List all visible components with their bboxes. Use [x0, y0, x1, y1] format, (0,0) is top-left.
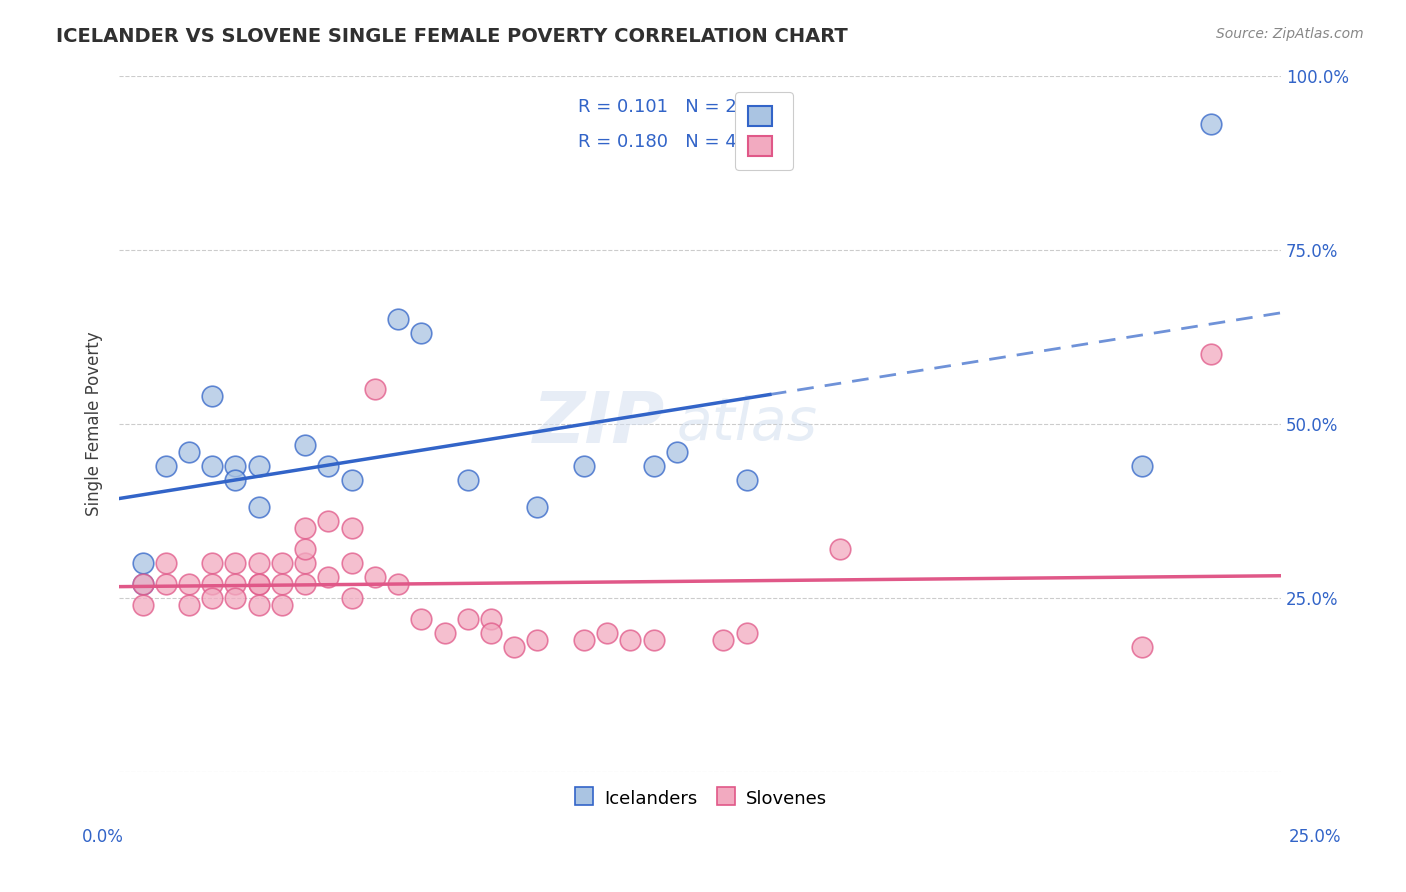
- Point: [526, 632, 548, 647]
- Point: [1199, 347, 1222, 361]
- Point: [364, 570, 387, 584]
- Point: [1130, 640, 1153, 654]
- Point: [131, 598, 153, 612]
- Point: [247, 577, 270, 591]
- Point: [131, 556, 153, 570]
- Text: ICELANDER VS SLOVENE SINGLE FEMALE POVERTY CORRELATION CHART: ICELANDER VS SLOVENE SINGLE FEMALE POVER…: [56, 27, 848, 45]
- Point: [457, 473, 479, 487]
- Point: [177, 577, 200, 591]
- Point: [201, 458, 224, 473]
- Text: atlas: atlas: [676, 395, 818, 452]
- Point: [224, 458, 246, 473]
- Point: [177, 444, 200, 458]
- Point: [1199, 117, 1222, 131]
- Point: [247, 598, 270, 612]
- Text: R = 0.180   N = 47: R = 0.180 N = 47: [578, 133, 748, 151]
- Text: R = 0.101   N = 23: R = 0.101 N = 23: [578, 98, 748, 116]
- Point: [643, 458, 665, 473]
- Point: [340, 556, 363, 570]
- Point: [294, 556, 316, 570]
- Point: [619, 632, 641, 647]
- Text: Source: ZipAtlas.com: Source: ZipAtlas.com: [1216, 27, 1364, 41]
- Point: [201, 591, 224, 605]
- Point: [411, 326, 433, 341]
- Point: [271, 556, 294, 570]
- Point: [201, 577, 224, 591]
- Point: [294, 542, 316, 557]
- Point: [665, 444, 688, 458]
- Point: [271, 577, 294, 591]
- Point: [828, 542, 851, 557]
- Point: [387, 312, 409, 326]
- Point: [318, 514, 340, 528]
- Point: [479, 625, 502, 640]
- Point: [155, 556, 177, 570]
- Point: [201, 389, 224, 403]
- Point: [1130, 458, 1153, 473]
- Point: [224, 473, 246, 487]
- Point: [155, 458, 177, 473]
- Point: [224, 591, 246, 605]
- Point: [224, 556, 246, 570]
- Y-axis label: Single Female Poverty: Single Female Poverty: [86, 332, 103, 516]
- Text: 25.0%: 25.0%: [1288, 828, 1341, 846]
- Point: [177, 598, 200, 612]
- Legend: Icelanders, Slovenes: Icelanders, Slovenes: [567, 781, 834, 815]
- Point: [711, 632, 734, 647]
- Text: ZIP: ZIP: [533, 389, 665, 458]
- Point: [340, 521, 363, 535]
- Point: [340, 591, 363, 605]
- Point: [340, 473, 363, 487]
- Point: [572, 632, 595, 647]
- Point: [247, 556, 270, 570]
- Point: [643, 632, 665, 647]
- Point: [318, 458, 340, 473]
- Point: [294, 521, 316, 535]
- Point: [294, 577, 316, 591]
- Point: [131, 577, 153, 591]
- Point: [271, 598, 294, 612]
- Point: [247, 500, 270, 515]
- Point: [503, 640, 526, 654]
- Point: [596, 625, 619, 640]
- Point: [526, 500, 548, 515]
- Point: [433, 625, 456, 640]
- Text: 0.0%: 0.0%: [82, 828, 124, 846]
- Point: [201, 556, 224, 570]
- Point: [224, 577, 246, 591]
- Point: [387, 577, 409, 591]
- Point: [457, 612, 479, 626]
- Point: [364, 382, 387, 396]
- Point: [572, 458, 595, 473]
- Point: [411, 612, 433, 626]
- Point: [155, 577, 177, 591]
- Point: [131, 577, 153, 591]
- Point: [318, 570, 340, 584]
- Point: [479, 612, 502, 626]
- Point: [735, 473, 758, 487]
- Point: [247, 458, 270, 473]
- Point: [247, 577, 270, 591]
- Point: [294, 438, 316, 452]
- Point: [735, 625, 758, 640]
